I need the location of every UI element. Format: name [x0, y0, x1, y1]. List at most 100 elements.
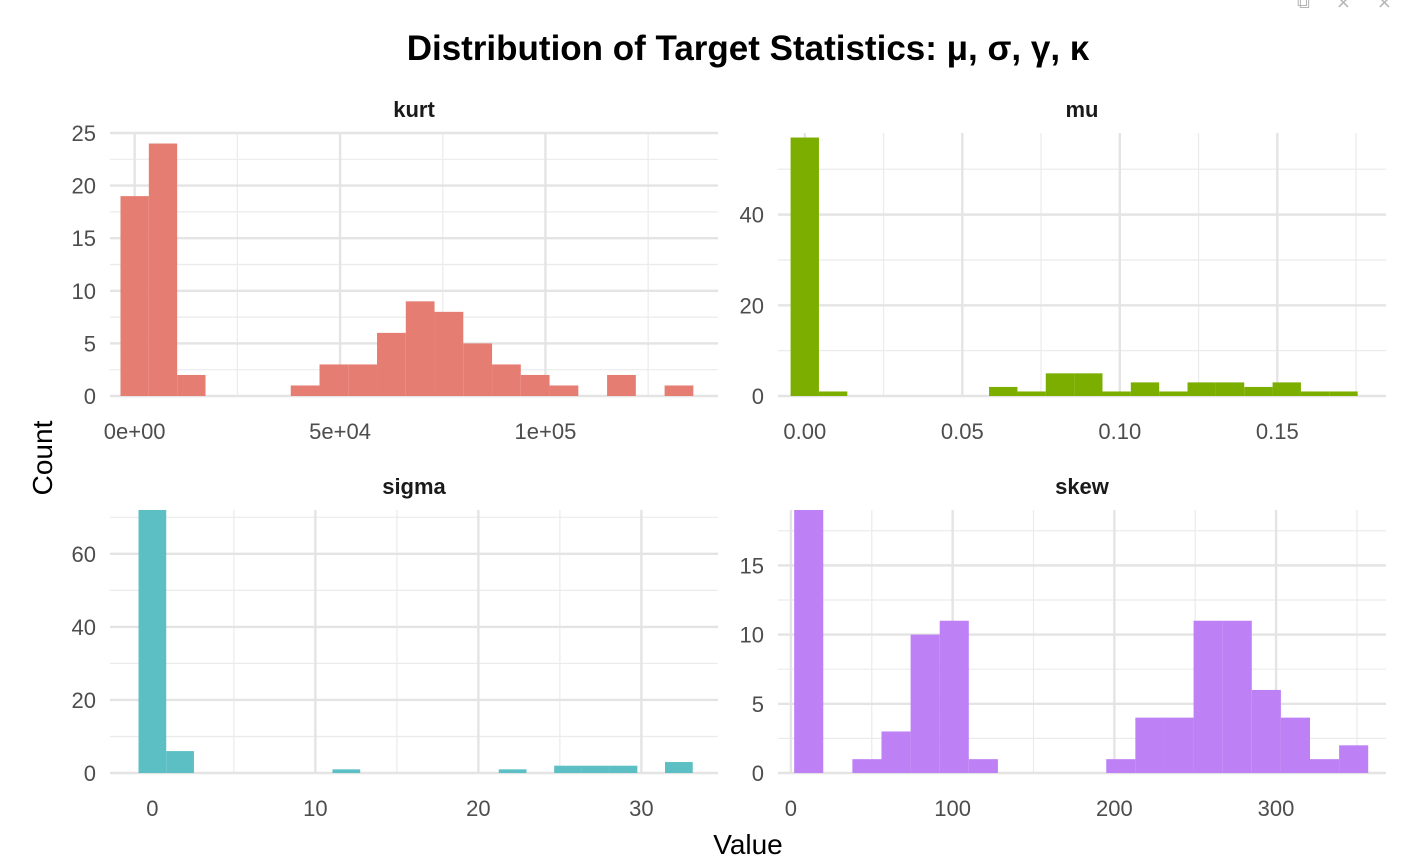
kurt-histogram-bar — [348, 364, 378, 396]
popout-icon[interactable]: ⧉ — [1296, 0, 1310, 13]
mu-histogram-bar — [1159, 391, 1188, 396]
skew-histogram-bar — [1222, 620, 1252, 773]
mu-histogram-bar — [790, 137, 819, 396]
y-tick-label: 20 — [72, 688, 96, 713]
sigma-histogram-bar — [665, 762, 693, 773]
kurt-histogram-bar — [405, 301, 435, 396]
mu-histogram-bar — [1272, 382, 1301, 396]
kurt-histogram-bar — [148, 143, 178, 396]
x-tick-label: 300 — [1258, 796, 1295, 821]
sigma-histogram-bar — [498, 769, 527, 773]
y-tick-label: 5 — [752, 692, 764, 717]
mu-histogram-bar — [1017, 391, 1046, 396]
skew-histogram-bar — [1193, 620, 1223, 773]
mu-histogram-bar — [1329, 391, 1358, 396]
kurt-histogram-bar — [463, 343, 493, 396]
y-tick-label: 0 — [752, 761, 764, 786]
kurt-histogram-bar — [664, 385, 694, 396]
panel-title-sigma: sigma — [382, 474, 446, 499]
y-tick-label: 0 — [84, 384, 96, 409]
y-tick-label: 0 — [752, 384, 764, 409]
skew-histogram-bar — [968, 759, 998, 773]
chart-title: Distribution of Target Statistics: μ, σ,… — [407, 29, 1090, 68]
y-tick-label: 5 — [84, 331, 96, 356]
skew-histogram-bar — [939, 620, 969, 773]
kurt-histogram-bar — [377, 332, 406, 396]
x-tick-label: 100 — [934, 796, 971, 821]
sigma-histogram-bar — [332, 769, 361, 773]
y-tick-label: 15 — [72, 226, 96, 251]
sigma-histogram-bar — [166, 751, 194, 773]
mu-histogram-bar — [1045, 373, 1075, 396]
mu-histogram-bar — [1074, 373, 1103, 396]
x-tick-label: 0.10 — [1098, 419, 1141, 444]
mu-histogram-bar — [1102, 391, 1131, 396]
skew-histogram-bar — [1164, 717, 1194, 773]
panel-sigma: 0 10 20 30 0 20 40 60 sigma — [72, 474, 718, 821]
close-secondary-icon[interactable]: × — [1376, 0, 1392, 13]
skew-histogram-bar — [1280, 717, 1310, 773]
y-axis-title: Count — [27, 420, 58, 495]
skew-histogram-bar — [1251, 689, 1281, 773]
y-tick-label: 0 — [84, 761, 96, 786]
skew-histogram-bar — [1106, 759, 1136, 773]
y-tick-label: 20 — [740, 293, 764, 318]
skew-histogram-bar — [1310, 759, 1340, 773]
window-controls: ⧉ × × — [1297, 0, 1392, 12]
skew-histogram-bar — [1339, 745, 1369, 773]
mu-histogram-bar — [989, 386, 1018, 396]
mu-histogram-bar — [1215, 382, 1245, 396]
x-tick-label: 10 — [303, 796, 327, 821]
x-tick-label: 1e+05 — [515, 419, 577, 444]
y-tick-label: 40 — [72, 615, 96, 640]
panel-skew: 0 100 200 300 0 5 10 15 skew — [740, 474, 1386, 821]
x-tick-label: 0 — [785, 796, 797, 821]
mu-histogram-bar — [1187, 382, 1216, 396]
kurt-histogram-bar — [434, 311, 464, 396]
kurt-histogram-bar — [492, 364, 521, 396]
skew-histogram-bar — [910, 634, 940, 773]
y-tick-label: 20 — [72, 174, 96, 199]
close-icon[interactable]: × — [1335, 0, 1351, 13]
x-tick-label: 0.15 — [1256, 419, 1299, 444]
x-tick-label: 5e+04 — [309, 419, 371, 444]
kurt-histogram-bar — [319, 364, 349, 396]
kurt-histogram-bar — [177, 374, 206, 396]
x-tick-label: 0.00 — [783, 419, 826, 444]
skew-histogram-bar — [881, 731, 911, 773]
x-tick-label: 20 — [466, 796, 490, 821]
panel-title-mu: mu — [1066, 97, 1099, 122]
mu-histogram-bar — [1130, 382, 1160, 396]
skew-histogram-bar — [1135, 717, 1165, 773]
skew-histogram-bar — [852, 759, 882, 773]
y-tick-label: 40 — [740, 203, 764, 228]
x-tick-label: 0 — [146, 796, 158, 821]
sigma-histogram-bar — [609, 765, 638, 773]
panel-title-skew: skew — [1055, 474, 1110, 499]
x-tick-label: 0.05 — [941, 419, 984, 444]
sigma-histogram-bar — [581, 765, 610, 773]
y-tick-label: 60 — [72, 542, 96, 567]
panel-title-kurt: kurt — [393, 97, 435, 122]
kurt-histogram-bar — [549, 385, 579, 396]
sigma-histogram-bar — [138, 510, 167, 773]
kurt-histogram-bar — [120, 196, 149, 396]
mu-histogram-bar — [818, 391, 848, 396]
x-tick-label: 200 — [1096, 796, 1133, 821]
kurt-histogram-bar — [607, 374, 636, 396]
x-axis-title: Value — [713, 829, 783, 860]
sigma-histogram-bar — [554, 765, 582, 773]
y-tick-label: 15 — [740, 553, 764, 578]
x-tick-label: 0e+00 — [104, 419, 166, 444]
panel-mu: 0.00 0.05 0.10 0.15 0 20 40 mu — [740, 97, 1386, 444]
skew-histogram-bar — [794, 510, 824, 773]
kurt-histogram-bar — [520, 374, 550, 396]
y-tick-label: 10 — [72, 279, 96, 304]
panel-kurt: 0e+00 5e+04 1e+05 0 5 10 15 20 25 kurt — [72, 97, 718, 444]
x-tick-label: 30 — [629, 796, 653, 821]
kurt-histogram-bar — [290, 385, 320, 396]
y-tick-label: 25 — [72, 121, 96, 146]
mu-histogram-bar — [1300, 391, 1330, 396]
y-tick-label: 10 — [740, 623, 764, 648]
